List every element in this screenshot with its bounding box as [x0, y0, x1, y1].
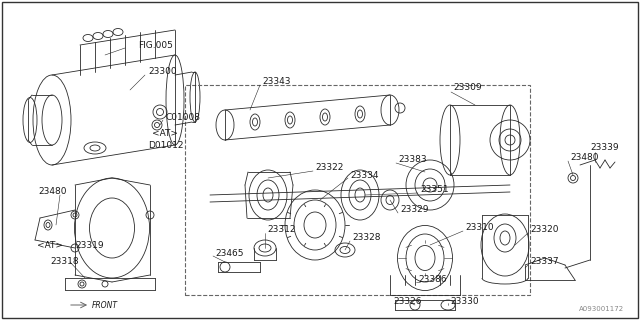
Text: 23322: 23322 — [315, 164, 344, 172]
Text: 23480: 23480 — [38, 188, 67, 196]
Text: 23383: 23383 — [398, 156, 427, 164]
Text: 23480: 23480 — [570, 154, 598, 163]
Text: 23329: 23329 — [400, 205, 429, 214]
Text: 23310: 23310 — [465, 223, 493, 233]
Text: 23326: 23326 — [393, 298, 422, 307]
Text: FIG.005: FIG.005 — [138, 41, 173, 50]
Text: 23351: 23351 — [420, 186, 449, 195]
Text: 23343: 23343 — [262, 77, 291, 86]
Bar — [185, 85, 530, 295]
Text: 23328: 23328 — [352, 234, 381, 243]
Text: 23319: 23319 — [75, 241, 104, 250]
Text: <AT>: <AT> — [152, 129, 178, 138]
Text: FRONT: FRONT — [92, 300, 118, 309]
Text: 23337: 23337 — [530, 258, 559, 267]
Text: 23320: 23320 — [530, 226, 559, 235]
Text: A093001172: A093001172 — [579, 306, 624, 312]
Text: 23339: 23339 — [590, 143, 619, 153]
Text: D01012: D01012 — [148, 140, 184, 149]
Text: <AT>: <AT> — [37, 241, 63, 250]
Text: 23309: 23309 — [453, 84, 482, 92]
Text: 23312: 23312 — [267, 226, 296, 235]
Text: 23300: 23300 — [148, 68, 177, 76]
Text: 23334: 23334 — [350, 171, 378, 180]
Text: 23318: 23318 — [50, 258, 79, 267]
Text: C01008: C01008 — [165, 114, 200, 123]
Text: 23386: 23386 — [418, 276, 447, 284]
Text: 23465: 23465 — [215, 249, 243, 258]
Text: 23330: 23330 — [450, 298, 479, 307]
